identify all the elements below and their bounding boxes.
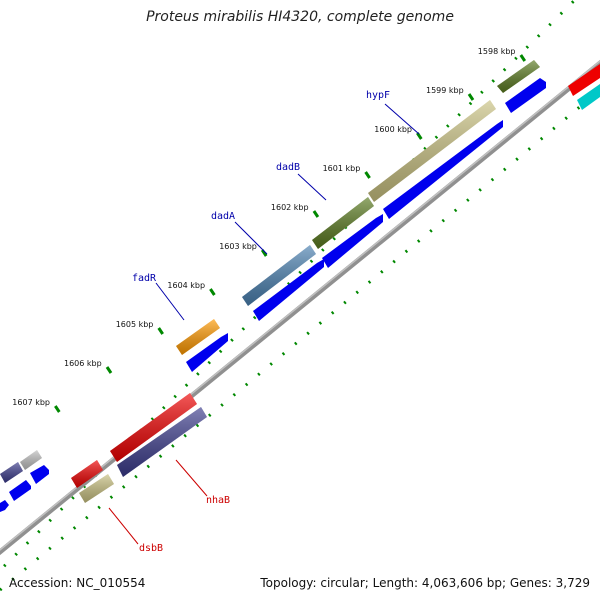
gene-leaders	[108, 103, 420, 545]
cds-7	[30, 465, 49, 484]
cds-6	[9, 480, 31, 501]
gene-label-layer: hypF dadB dadA fadR nhaB dsbB	[132, 90, 390, 554]
kbp-tick-mark	[312, 210, 320, 218]
gene-olive-1	[497, 60, 540, 93]
cds-3	[322, 214, 383, 268]
genome-backbone	[0, 59, 600, 556]
gene-dsbB	[79, 474, 114, 503]
kbp-tick-mark	[467, 93, 475, 101]
map-title: Proteus mirabilis HI4320, complete genom…	[146, 9, 454, 25]
gene-grey-small	[20, 450, 42, 470]
kbp-tick-label: 1599 kbp	[426, 86, 464, 95]
cds-8	[0, 500, 9, 512]
kbp-tick-label: 1598 kbp	[478, 47, 516, 56]
kbp-tick-mark	[260, 249, 268, 257]
genome-stats-text: Topology: circular; Length: 4,063,606 bp…	[260, 576, 590, 590]
kbp-ticks: 1598 kbp 1599 kbp 1600 kbp 1601 kbp 1602 kbp…	[12, 47, 527, 413]
gene-label-dadA: dadA	[211, 211, 235, 222]
gene-label-dsbB: dsbB	[139, 543, 163, 554]
kbp-tick-mark	[416, 132, 423, 140]
kbp-tick-label: 1605 kbp	[116, 320, 154, 329]
cds-2	[383, 120, 503, 219]
kbp-tick-label: 1603 kbp	[219, 242, 257, 251]
gene-cyan-edge	[577, 84, 600, 110]
gene-label-hypF: hypF	[366, 90, 390, 101]
gene-nhaB	[110, 393, 197, 462]
gene-dadB	[312, 197, 374, 249]
kbp-tick-mark	[105, 366, 113, 374]
gene-label-fadR: fadR	[132, 273, 157, 284]
leader-dadB	[297, 173, 327, 201]
leader-hypF	[384, 103, 420, 135]
genes-forward	[0, 60, 600, 503]
kbp-tick-label: 1600 kbp	[374, 125, 412, 134]
gene-dadA	[242, 245, 316, 306]
gene-indigo-1	[117, 407, 207, 477]
kbp-tick-label: 1604 kbp	[167, 281, 205, 290]
gene-label-dadB: dadB	[276, 162, 300, 173]
leader-dadA	[234, 221, 268, 255]
kbp-tick-mark	[157, 327, 164, 335]
kbp-tick-label: 1602 kbp	[271, 203, 309, 212]
kbp-tick-mark	[209, 288, 216, 296]
gene-label-nhaB: nhaB	[206, 495, 230, 506]
gene-red-edge	[568, 64, 600, 96]
gene-red-small	[71, 460, 103, 488]
gene-fadR	[176, 319, 220, 355]
cds-5	[186, 333, 228, 372]
cds-4	[253, 259, 324, 321]
kbp-tick-mark	[519, 54, 527, 62]
accession-text: Accession: NC_010554	[9, 576, 146, 590]
kbp-tick-mark	[364, 171, 371, 179]
gene-indigo-small	[0, 462, 23, 483]
gene-hypF	[368, 100, 496, 202]
kbp-tick-mark	[54, 405, 61, 413]
genome-backbone-highlight	[0, 60, 600, 551]
cds-features	[0, 78, 546, 512]
cds-1	[505, 78, 546, 113]
leader-dsbB	[108, 507, 139, 545]
leader-nhaB	[175, 459, 208, 497]
leader-fadR	[155, 282, 185, 321]
kbp-tick-label: 1607 kbp	[12, 398, 50, 407]
kbp-tick-label: 1606 kbp	[64, 359, 102, 368]
kbp-tick-label: 1601 kbp	[323, 164, 361, 173]
